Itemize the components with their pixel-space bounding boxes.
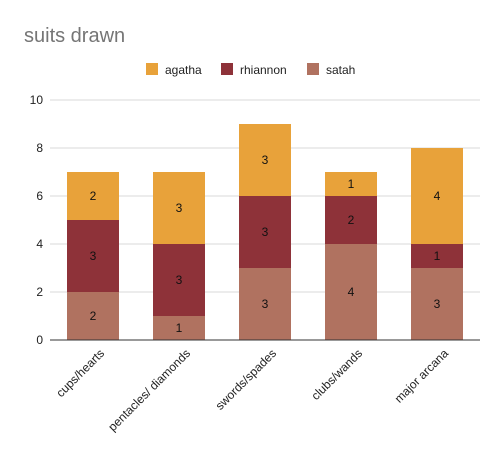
- bar-agatha-cups-hearts: [67, 172, 119, 220]
- bar-agatha-major-arcana: [411, 148, 463, 244]
- bar-rhiannon-pentacles-diamonds: [153, 244, 205, 316]
- y-tick-label: 8: [36, 141, 43, 155]
- y-tick-label: 2: [36, 285, 43, 299]
- bar-rhiannon-clubs-wands: [325, 196, 377, 244]
- data-label-rhiannon-pentacles-diamonds: 3: [176, 273, 183, 287]
- bar-satah-pentacles-diamonds: [153, 316, 205, 340]
- data-label-satah-clubs-wands: 4: [348, 285, 355, 299]
- data-labels: 2 3 2 1 3 3 3 3 3 4 2 1 3 1 4: [90, 153, 441, 335]
- x-tick-label: cups/hearts: [53, 346, 107, 400]
- data-label-agatha-swords-spades: 3: [262, 153, 269, 167]
- x-tick-label: clubs/wands: [309, 346, 366, 403]
- bar-rhiannon-cups-hearts: [67, 220, 119, 292]
- chart-title: suits drawn: [24, 25, 125, 47]
- data-label-satah-pentacles-diamonds: 1: [176, 321, 183, 335]
- legend: agatha rhiannon satah: [146, 63, 355, 77]
- x-tick-label: major arcana: [392, 346, 452, 406]
- bar-agatha-clubs-wands: [325, 172, 377, 196]
- bar-satah-clubs-wands: [325, 244, 377, 340]
- legend-label-rhiannon: rhiannon: [240, 63, 287, 77]
- data-label-agatha-major-arcana: 4: [434, 189, 441, 203]
- data-label-agatha-cups-hearts: 2: [90, 189, 97, 203]
- bar-agatha-swords-spades: [239, 124, 291, 196]
- legend-label-agatha: agatha: [165, 63, 202, 77]
- y-tick-label: 4: [36, 237, 43, 251]
- y-tick-label: 10: [30, 93, 44, 107]
- bars: [67, 124, 463, 340]
- data-label-satah-major-arcana: 3: [434, 297, 441, 311]
- bar-rhiannon-swords-spades: [239, 196, 291, 268]
- data-label-agatha-pentacles-diamonds: 3: [176, 201, 183, 215]
- y-tick-label: 6: [36, 189, 43, 203]
- bar-satah-cups-hearts: [67, 292, 119, 340]
- bar-rhiannon-major-arcana: [411, 244, 463, 268]
- data-label-rhiannon-clubs-wands: 2: [348, 213, 355, 227]
- legend-swatch-satah: [307, 63, 319, 75]
- legend-swatch-agatha: [146, 63, 158, 75]
- y-axis: 0 2 4 6 8 10: [30, 93, 44, 347]
- legend-label-satah: satah: [326, 63, 355, 77]
- x-tick-label: pentacles/ diamonds: [105, 346, 193, 434]
- data-label-agatha-clubs-wands: 1: [348, 177, 355, 191]
- data-label-satah-swords-spades: 3: [262, 297, 269, 311]
- legend-swatch-rhiannon: [221, 63, 233, 75]
- x-tick-label: swords/spades: [213, 346, 280, 413]
- data-label-rhiannon-cups-hearts: 3: [90, 249, 97, 263]
- y-tick-label: 0: [36, 333, 43, 347]
- data-label-rhiannon-major-arcana: 1: [434, 249, 441, 263]
- data-label-satah-cups-hearts: 2: [90, 309, 97, 323]
- data-label-rhiannon-swords-spades: 3: [262, 225, 269, 239]
- bar-satah-major-arcana: [411, 268, 463, 340]
- bar-satah-swords-spades: [239, 268, 291, 340]
- bar-agatha-pentacles-diamonds: [153, 172, 205, 244]
